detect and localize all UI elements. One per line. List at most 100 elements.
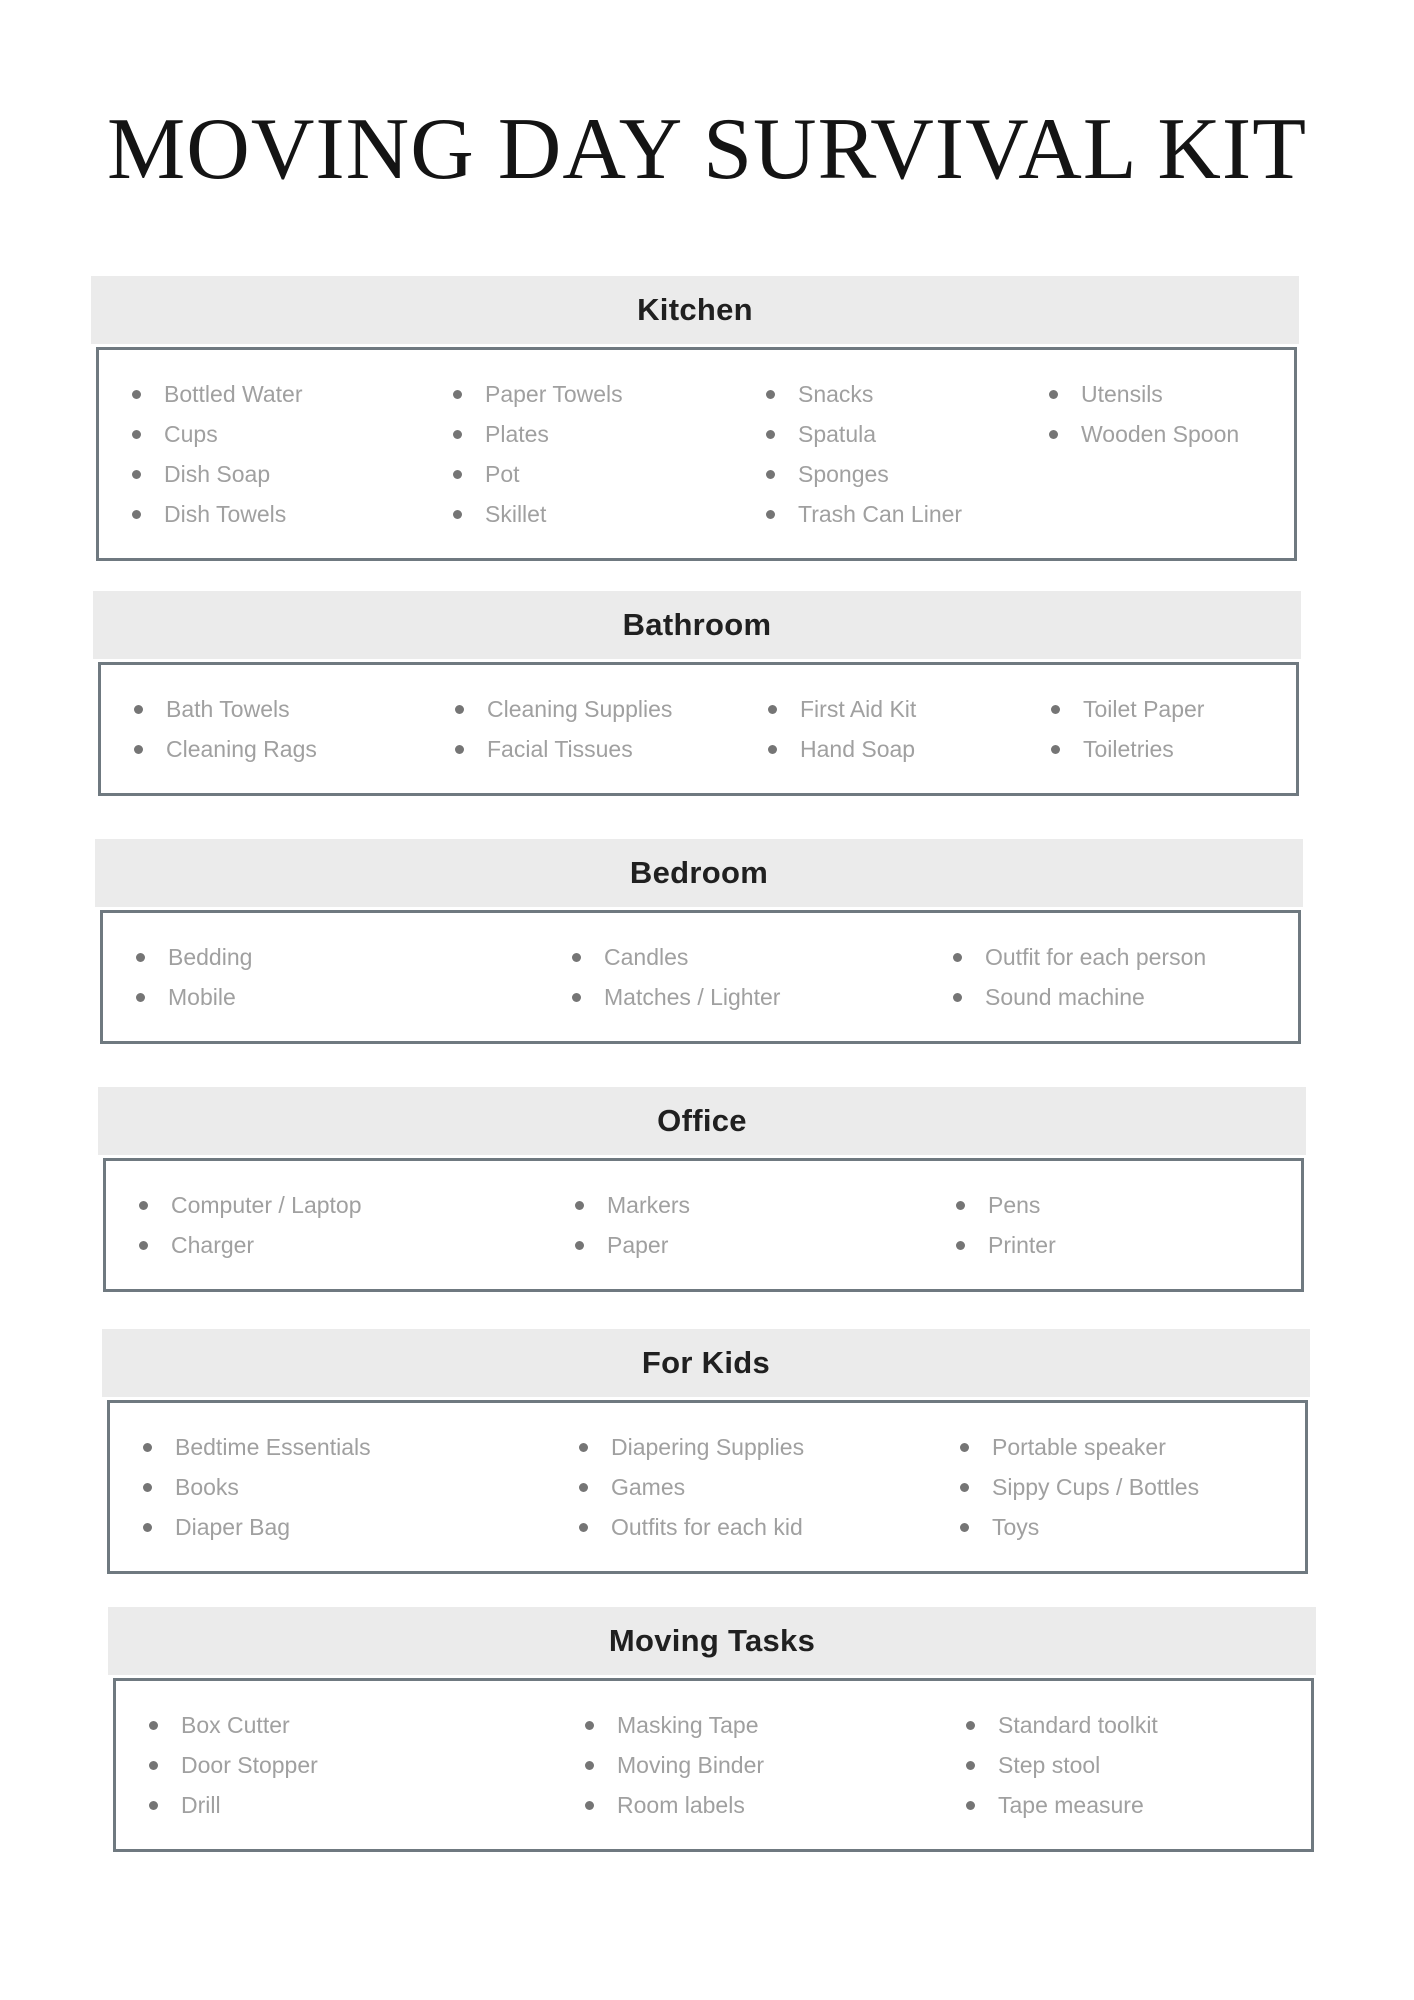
list-item-label: Snacks (798, 380, 874, 407)
bullet-icon (453, 429, 462, 439)
section-bedroom: Bedroom Bedding Mobile Candles Matches / Li… (95, 839, 1303, 1044)
bullet-icon (956, 1200, 965, 1210)
bullet-icon (960, 1522, 969, 1532)
list-item: Sound machine (920, 977, 1298, 1017)
list-item-label: Hand Soap (800, 735, 916, 762)
bullet-icon (960, 1482, 969, 1492)
list-item-label: Facial Tissues (487, 735, 633, 762)
list-item-label: Toiletries (1083, 735, 1174, 762)
list-item-label: Bottled Water (164, 380, 303, 407)
bullet-icon (575, 1200, 584, 1210)
bullet-icon (1051, 704, 1060, 714)
bullet-icon (579, 1442, 588, 1452)
list-item-label: Sippy Cups / Bottles (992, 1473, 1200, 1500)
list-item: Diapering Supplies (546, 1427, 927, 1467)
list-item: Games (546, 1467, 927, 1507)
list-item-label: Bedding (168, 943, 253, 970)
list-item: Candles (539, 937, 920, 977)
list-item-label: Books (175, 1473, 239, 1500)
list-item: Box Cutter (116, 1705, 552, 1745)
bullet-icon (132, 389, 141, 399)
checklist-column: Candles Matches / Lighter (539, 937, 920, 1017)
list-item: Toiletries (1018, 729, 1296, 769)
bullet-icon (455, 744, 464, 754)
bullet-icon (953, 992, 962, 1002)
list-item-label: Portable speaker (992, 1433, 1166, 1460)
list-item-label: Charger (171, 1231, 255, 1258)
list-item: Computer / Laptop (106, 1185, 542, 1225)
section-bathroom: Bathroom Bath Towels Cleaning Rags Cleanin… (93, 591, 1301, 796)
bullet-icon (143, 1442, 152, 1452)
list-item-label: Bedtime Essentials (175, 1433, 371, 1460)
checklist-column: Snacks Spatula Sponges Trash Can Liner (733, 374, 1016, 534)
bullet-icon (136, 952, 145, 962)
checklist-column: Bath Towels Cleaning Rags (101, 689, 422, 769)
list-item-label: Sponges (798, 460, 889, 487)
list-item: Skillet (420, 494, 733, 534)
list-item-label: Toilet Paper (1083, 695, 1205, 722)
list-item-label: Skillet (485, 500, 547, 527)
section-box: Bath Towels Cleaning Rags Cleaning Supplie… (98, 662, 1299, 796)
checklist-column: First Aid Kit Hand Soap (735, 689, 1018, 769)
list-item-label: Cleaning Supplies (487, 695, 673, 722)
bullet-icon (572, 952, 581, 962)
list-item-label: First Aid Kit (800, 695, 917, 722)
bullet-icon (136, 992, 145, 1002)
list-item-label: Mobile (168, 983, 236, 1010)
list-item-label: Room labels (617, 1791, 745, 1818)
sections-container: Kitchen Bottled Water Cups Dish Soap Dish T… (0, 276, 1414, 1852)
list-item: Markers (542, 1185, 923, 1225)
list-item: Facial Tissues (422, 729, 735, 769)
section-header: Bedroom (95, 839, 1303, 907)
checklist-column: Utensils Wooden Spoon (1016, 374, 1294, 534)
list-item: Wooden Spoon (1016, 414, 1294, 454)
bullet-icon (766, 469, 775, 479)
list-item: Toilet Paper (1018, 689, 1296, 729)
list-item: Spatula (733, 414, 1016, 454)
bullet-icon (585, 1800, 594, 1810)
section-header: For Kids (102, 1329, 1310, 1397)
list-item-label: Door Stopper (181, 1751, 318, 1778)
list-item: Plates (420, 414, 733, 454)
list-item-label: Trash Can Liner (798, 500, 963, 527)
section-office: Office Computer / Laptop Charger Markers Pa… (98, 1087, 1306, 1292)
list-item-label: Standard toolkit (998, 1711, 1158, 1738)
bullet-icon (453, 509, 462, 519)
list-item-label: Pot (485, 460, 520, 487)
section-kitchen: Kitchen Bottled Water Cups Dish Soap Dish T… (91, 276, 1299, 561)
list-item: Drill (116, 1785, 552, 1825)
section-title: Office (657, 1103, 747, 1138)
list-item-label: Bath Towels (166, 695, 290, 722)
list-item-label: Markers (607, 1191, 691, 1218)
list-item: Pens (923, 1185, 1301, 1225)
checklist-column: Bedding Mobile (103, 937, 539, 1017)
list-item-label: Outfits for each kid (611, 1513, 803, 1540)
bullet-icon (766, 429, 775, 439)
section-title: Moving Tasks (608, 1623, 816, 1658)
bullet-icon (585, 1720, 594, 1730)
section-title: Bedroom (629, 855, 769, 890)
checklist-column: Diapering Supplies Games Outfits for each … (546, 1427, 927, 1547)
list-item-label: Box Cutter (181, 1711, 290, 1738)
list-item: Printer (923, 1225, 1301, 1265)
list-item: Masking Tape (552, 1705, 933, 1745)
list-item-label: Wooden Spoon (1081, 420, 1240, 447)
list-item-label: Moving Binder (617, 1751, 765, 1778)
checklist-column: Portable speaker Sippy Cups / Bottles Toys (927, 1427, 1305, 1547)
list-item-label: Diapering Supplies (611, 1433, 805, 1460)
checklist-column: Bottled Water Cups Dish Soap Dish Towels (99, 374, 420, 534)
bullet-icon (134, 744, 143, 754)
bullet-icon (132, 509, 141, 519)
bullet-icon (960, 1442, 969, 1452)
checklist-column: Computer / Laptop Charger (106, 1185, 542, 1265)
section-box: Bottled Water Cups Dish Soap Dish Towels Pap… (96, 347, 1297, 561)
bullet-icon (579, 1482, 588, 1492)
list-item: Outfits for each kid (546, 1507, 927, 1547)
bullet-icon (143, 1482, 152, 1492)
list-item-label: Dish Soap (164, 460, 271, 487)
list-item: Bedtime Essentials (110, 1427, 546, 1467)
checklist-column: Outfit for each person Sound machine (920, 937, 1298, 1017)
section-header: Moving Tasks (108, 1607, 1316, 1675)
list-item: Dish Towels (99, 494, 420, 534)
bullet-icon (132, 469, 141, 479)
